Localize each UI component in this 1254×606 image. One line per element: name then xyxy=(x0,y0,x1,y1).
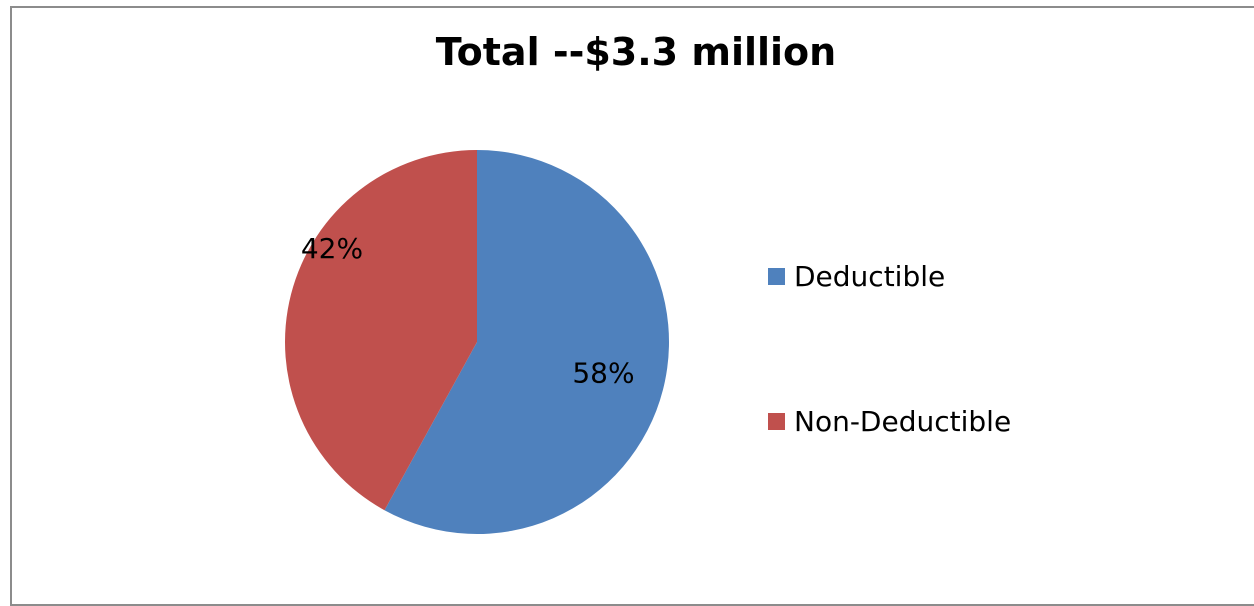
legend-label-non-deductible: Non-Deductible xyxy=(794,405,1012,438)
legend-item-deductible: Deductible xyxy=(768,260,945,293)
legend-swatch-non-deductible xyxy=(768,413,785,430)
pie-chart: 58% 42% xyxy=(285,150,669,534)
legend-swatch-deductible xyxy=(768,268,785,285)
pie-slice-non-deductible xyxy=(285,150,477,511)
legend-item-non-deductible: Non-Deductible xyxy=(768,405,1011,438)
slice-label-non-deductible: 42% xyxy=(301,232,363,265)
pie-slice-deductible xyxy=(384,150,669,534)
slice-label-deductible: 58% xyxy=(572,356,634,389)
chart-title: Total --$3.3 million xyxy=(435,30,837,74)
legend-label-deductible: Deductible xyxy=(794,260,946,293)
